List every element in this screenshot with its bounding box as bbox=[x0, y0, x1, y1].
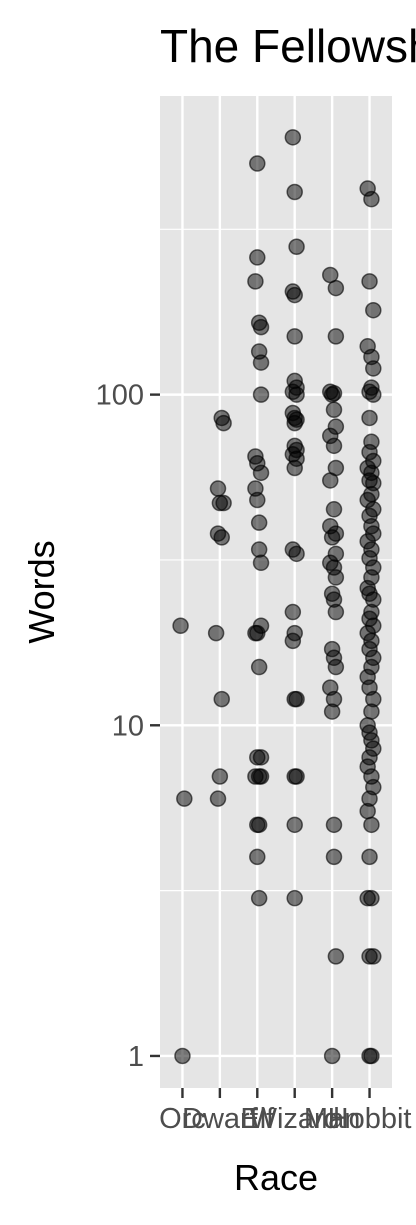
data-point bbox=[252, 768, 270, 785]
data-point bbox=[284, 632, 302, 650]
data-point bbox=[286, 414, 303, 432]
data-point bbox=[286, 183, 303, 201]
data-point bbox=[325, 816, 343, 834]
data-point bbox=[288, 238, 305, 256]
data-point bbox=[327, 948, 345, 965]
data-point bbox=[250, 816, 268, 834]
data-point bbox=[172, 617, 189, 634]
data-point bbox=[286, 816, 303, 834]
data-point bbox=[250, 514, 268, 531]
data-point bbox=[284, 603, 302, 621]
data-point bbox=[361, 848, 378, 866]
grid-lines bbox=[160, 96, 392, 1088]
data-point bbox=[213, 529, 230, 546]
data-point bbox=[359, 802, 376, 820]
data-point bbox=[365, 386, 382, 403]
x-tick-label: Wizard bbox=[250, 1103, 340, 1135]
data-point bbox=[363, 703, 380, 720]
data-point bbox=[207, 624, 225, 642]
data-point bbox=[365, 301, 382, 319]
data-point bbox=[327, 658, 345, 676]
x-tick-label: Man bbox=[304, 1103, 360, 1135]
data-point bbox=[215, 414, 232, 432]
data-point bbox=[209, 790, 227, 807]
x-tick-label: Hobbit bbox=[328, 1103, 412, 1135]
data-point bbox=[325, 437, 343, 455]
chart-title: The Fellowship Of The Ring bbox=[160, 20, 416, 72]
data-point bbox=[365, 360, 382, 377]
x-tick-label: Orc bbox=[159, 1103, 206, 1135]
data-point bbox=[250, 889, 268, 907]
data-point bbox=[365, 948, 382, 965]
data-point bbox=[249, 624, 266, 642]
y-tick-label: 100 bbox=[96, 380, 144, 412]
data-point bbox=[363, 190, 380, 208]
x-tick-label: Elf bbox=[240, 1103, 275, 1135]
data-point bbox=[215, 494, 232, 512]
data-point bbox=[323, 386, 341, 403]
x-tick-label: Dwarf bbox=[182, 1103, 259, 1135]
data-point bbox=[286, 459, 303, 477]
data-point bbox=[213, 690, 230, 708]
data-point bbox=[249, 249, 266, 266]
data-point bbox=[325, 501, 343, 518]
data-point bbox=[252, 386, 270, 403]
data-point bbox=[252, 318, 270, 336]
y-tick-label: 10 bbox=[112, 710, 144, 742]
y-axis-title: Words bbox=[21, 540, 62, 643]
data-point bbox=[252, 749, 270, 766]
data-point bbox=[325, 848, 343, 866]
data-point bbox=[247, 273, 264, 290]
data-point bbox=[322, 472, 339, 489]
y-axis: 1 10 100 bbox=[96, 380, 160, 1073]
data-point bbox=[176, 790, 193, 807]
data-point bbox=[288, 386, 305, 403]
data-point bbox=[249, 848, 266, 866]
data-point bbox=[363, 816, 380, 834]
data-point bbox=[249, 491, 266, 509]
data-point bbox=[327, 328, 345, 345]
data-point bbox=[361, 273, 378, 290]
data-point bbox=[252, 464, 270, 482]
data-point bbox=[249, 155, 266, 172]
plot-panel bbox=[160, 96, 392, 1088]
data-point bbox=[284, 129, 302, 146]
data-point bbox=[286, 889, 303, 907]
data-point bbox=[174, 1047, 191, 1065]
data-point bbox=[361, 409, 378, 427]
data-point bbox=[288, 768, 305, 785]
data-point bbox=[286, 328, 303, 345]
data-point bbox=[286, 286, 303, 304]
data-point bbox=[327, 603, 345, 621]
data-point bbox=[323, 1047, 341, 1065]
data-point bbox=[325, 401, 343, 419]
data-point bbox=[363, 1047, 380, 1065]
data-point bbox=[250, 658, 268, 676]
y-tick-label: 1 bbox=[128, 1041, 144, 1073]
data-point bbox=[323, 703, 341, 720]
data-point bbox=[359, 889, 376, 907]
data-point bbox=[327, 279, 345, 297]
data-point bbox=[211, 768, 229, 785]
data-point bbox=[323, 529, 341, 546]
data-points bbox=[172, 129, 382, 1065]
data-point bbox=[288, 545, 305, 563]
x-axis-title: Race bbox=[234, 1157, 318, 1198]
data-point bbox=[209, 480, 227, 497]
data-point bbox=[288, 690, 305, 708]
data-point bbox=[252, 554, 270, 572]
data-point bbox=[252, 354, 270, 371]
data-point bbox=[327, 569, 345, 586]
